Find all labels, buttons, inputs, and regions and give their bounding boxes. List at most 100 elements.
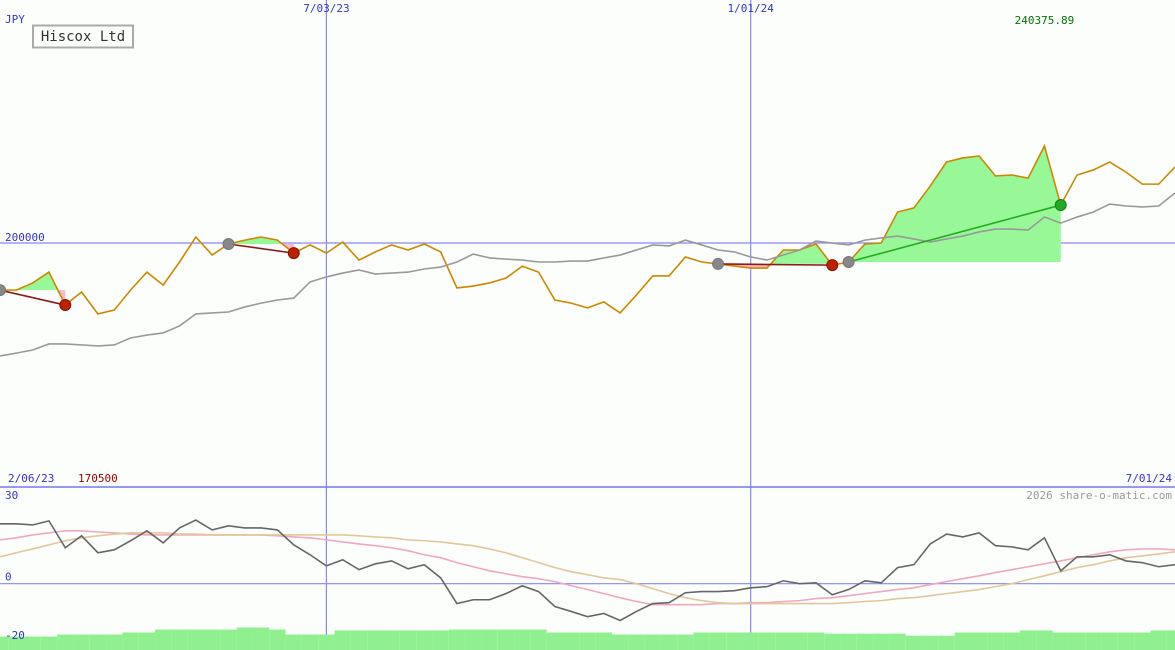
marks-layer xyxy=(0,143,1175,650)
trade-exit xyxy=(826,259,839,272)
max-label: 240375.89 xyxy=(1015,14,1075,27)
trade-entry xyxy=(0,284,6,297)
bar xyxy=(481,629,498,650)
credit: 2026 share-o-matic.com xyxy=(1026,489,1172,502)
bar xyxy=(1134,632,1151,650)
trade-exit xyxy=(1054,199,1067,212)
trade-line xyxy=(848,204,1061,263)
bar xyxy=(1036,630,1053,650)
x-tick-label: 2/06/23 xyxy=(8,472,54,485)
bar xyxy=(57,634,74,650)
bar xyxy=(905,635,923,650)
bar xyxy=(856,633,874,650)
trade-loss-fill xyxy=(228,243,294,254)
bar xyxy=(40,636,58,650)
bar xyxy=(334,630,351,650)
title-box xyxy=(32,24,134,49)
y-tick-label: 200000 xyxy=(5,231,45,244)
bar xyxy=(775,632,792,650)
bar xyxy=(938,635,955,650)
bar xyxy=(873,633,890,650)
bar xyxy=(122,632,139,650)
bar xyxy=(350,630,368,650)
bar xyxy=(497,629,515,650)
series-line xyxy=(0,519,1175,622)
series-line xyxy=(0,530,1175,606)
bar xyxy=(171,629,188,650)
y-tick-label: -20 xyxy=(5,629,25,642)
bar xyxy=(155,629,172,650)
bar xyxy=(693,632,710,650)
bar xyxy=(318,634,335,650)
bar xyxy=(579,632,596,650)
bar xyxy=(252,627,270,650)
trade-exit xyxy=(287,247,300,260)
bar xyxy=(987,632,1004,650)
bar xyxy=(285,634,302,650)
trade-line xyxy=(228,243,294,254)
y-tick-label: 0 xyxy=(5,571,12,584)
bar xyxy=(611,634,629,650)
bar xyxy=(742,632,759,650)
bar xyxy=(546,632,564,650)
bar xyxy=(187,629,204,650)
bar xyxy=(922,635,939,650)
trade-gain-fill xyxy=(0,272,66,291)
bar xyxy=(8,636,25,650)
trade-entry xyxy=(222,237,235,250)
currency-label: JPY xyxy=(5,13,25,26)
trade-exit xyxy=(59,299,72,312)
min-label: 170500 xyxy=(78,472,118,485)
series-line xyxy=(0,143,1175,315)
bar xyxy=(236,627,253,650)
x-tick-label: 7/01/24 xyxy=(1126,472,1173,485)
bar xyxy=(367,630,384,650)
trade-gain-fill xyxy=(848,145,1061,263)
bar xyxy=(432,630,449,650)
bar xyxy=(726,632,743,650)
bar xyxy=(514,629,531,650)
bar xyxy=(824,633,841,650)
bar xyxy=(0,636,9,650)
bar xyxy=(138,632,156,650)
chart-title: Hiscox Ltd xyxy=(41,29,125,45)
trade-entry xyxy=(712,257,725,270)
bar xyxy=(791,632,808,650)
bar xyxy=(220,629,237,650)
bar xyxy=(1150,630,1167,650)
series-line xyxy=(0,192,1175,357)
bar xyxy=(644,634,661,650)
bar xyxy=(383,630,400,650)
bar xyxy=(203,629,221,650)
bar xyxy=(709,632,727,650)
bar xyxy=(954,632,972,650)
bar xyxy=(1117,632,1135,650)
trade-line xyxy=(718,263,833,266)
bar xyxy=(1019,630,1037,650)
bar xyxy=(1166,630,1175,650)
bar xyxy=(530,629,547,650)
bar xyxy=(628,634,645,650)
bar xyxy=(660,634,678,650)
bar xyxy=(889,633,906,650)
bar xyxy=(24,636,41,650)
bar xyxy=(301,634,319,650)
bar xyxy=(971,632,988,650)
y-tick-label: 30 xyxy=(5,489,18,502)
bar xyxy=(758,632,776,650)
bar xyxy=(416,630,433,650)
bar xyxy=(1068,632,1086,650)
bar xyxy=(563,632,580,650)
bar xyxy=(1003,632,1020,650)
trade-gain-fill xyxy=(228,237,294,244)
bar xyxy=(448,629,466,650)
bar xyxy=(106,634,123,650)
bar xyxy=(840,633,857,650)
series-line xyxy=(0,532,1175,605)
trade-line xyxy=(0,289,66,306)
x-tick-label: 1/01/24 xyxy=(728,2,775,15)
